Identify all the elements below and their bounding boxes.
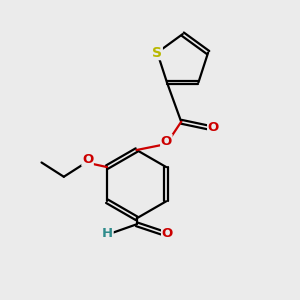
Text: O: O	[82, 153, 93, 166]
Text: O: O	[208, 121, 219, 134]
Text: O: O	[162, 227, 173, 240]
Text: H: H	[102, 227, 113, 240]
Text: O: O	[161, 135, 172, 148]
Text: S: S	[152, 46, 162, 60]
